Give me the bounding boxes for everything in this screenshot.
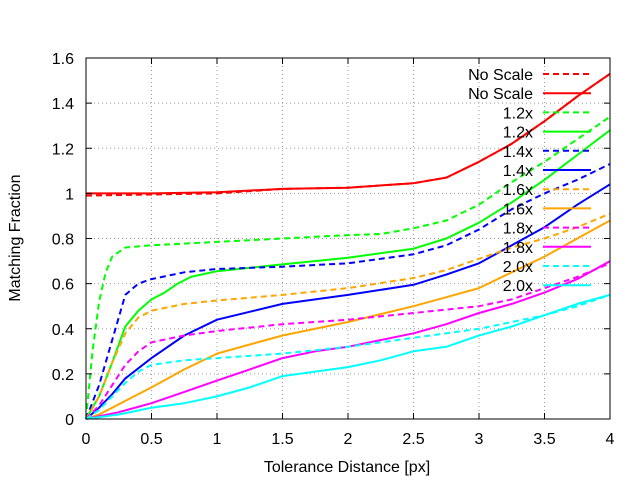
legend-label: 1.2x (503, 105, 533, 122)
series-line (85, 129, 611, 420)
y-tick-label: 0.2 (52, 367, 74, 384)
y-tick-label: 1.2 (52, 141, 74, 158)
x-tick-label: 1.5 (271, 431, 293, 448)
y-tick-label: 1.6 (52, 51, 74, 68)
legend-label: 1.4x (503, 144, 533, 161)
x-tick-label: 4 (606, 431, 615, 448)
legend: No Scale No Scale 1.2x 1.2x 1.4x 1.4x 1.6x 1.6x… (468, 67, 591, 295)
y-tick-label: 1.4 (52, 96, 74, 113)
x-tick-label: 2.5 (402, 431, 424, 448)
series-line (85, 163, 611, 420)
legend-label: 2.0x (503, 259, 533, 276)
x-axis-title: Tolerance Distance [px] (264, 459, 430, 476)
x-tick-label: 3 (475, 431, 484, 448)
series-line (85, 183, 611, 420)
series-line (85, 293, 611, 420)
legend-label: 1.6x (503, 201, 533, 218)
y-tick-label: 0 (65, 412, 74, 429)
y-tick-label: 0.8 (52, 232, 74, 249)
x-tick-label: 0 (82, 431, 91, 448)
legend-label: 1.6x (503, 182, 533, 199)
x-tick-label: 0.5 (140, 431, 162, 448)
x-tick-label: 2 (344, 431, 353, 448)
legend-label: 1.2x (503, 125, 533, 142)
grid (86, 58, 610, 419)
legend-label: 1.8x (503, 240, 533, 257)
legend-label: No Scale (468, 86, 533, 103)
x-tick-label: 1 (213, 431, 222, 448)
legend-label: No Scale (468, 67, 533, 84)
legend-label: 1.4x (503, 163, 533, 180)
series-line (85, 293, 611, 420)
y-tick-label: 0.4 (52, 322, 74, 339)
axis-ticks: 0 0.5 1 1.5 2 2.5 3 3.5 4 0 0.2 0.4 0.6 0.8 1 1.2 1.4 1.6 (52, 51, 615, 448)
y-tick-label: 0.6 (52, 277, 74, 294)
series-line (85, 212, 611, 420)
y-axis-title: Matching Fraction (7, 174, 24, 301)
legend-label: 1.8x (503, 221, 533, 238)
y-tick-label: 1 (65, 186, 74, 203)
series-line (85, 115, 611, 420)
plot-series (85, 72, 611, 420)
series-line (85, 262, 611, 420)
series-line (85, 219, 611, 420)
series-line (86, 72, 611, 195)
legend-label: 2.0x (503, 278, 533, 295)
x-tick-label: 3.5 (533, 431, 555, 448)
